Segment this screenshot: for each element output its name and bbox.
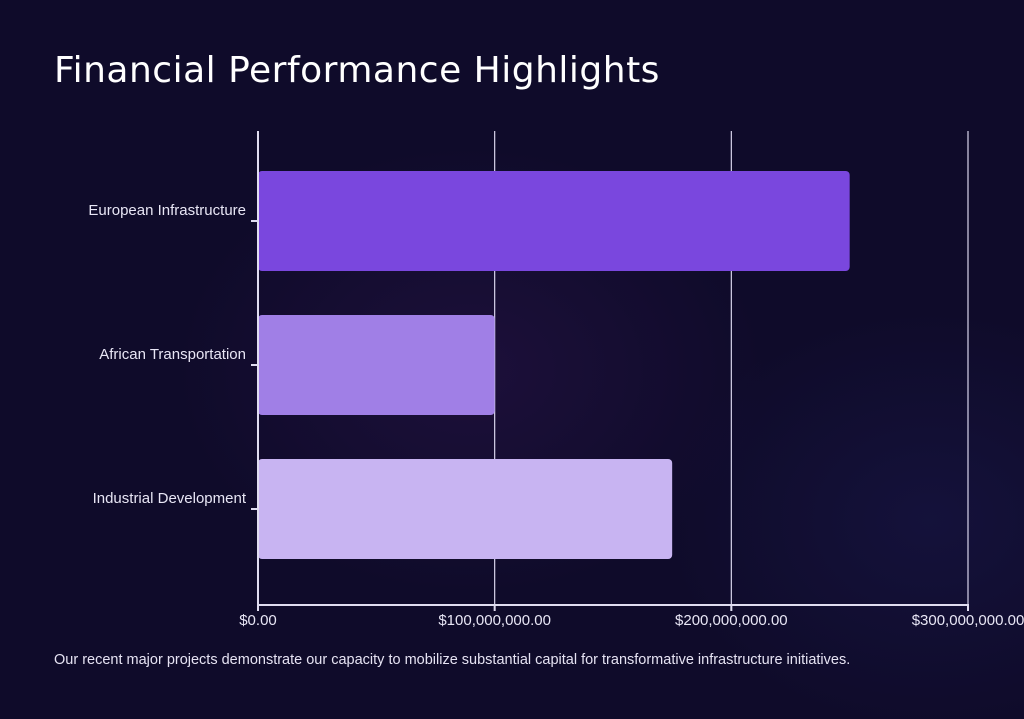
bar xyxy=(258,171,850,271)
bar xyxy=(258,459,673,559)
x-tick-label: $200,000,000.00 xyxy=(675,612,788,629)
chart-caption: Our recent major projects demonstrate ou… xyxy=(54,652,851,668)
axes xyxy=(251,131,969,611)
axis-labels: $0.00 $100,000,000.00 $200,000,000.00 $300,… xyxy=(88,202,1024,629)
bar xyxy=(258,315,495,415)
chart-title: Financial Performance Highlights xyxy=(54,50,660,91)
y-category-label: Industrial Development xyxy=(93,490,247,507)
y-category-label: European Infrastructure xyxy=(88,202,246,219)
bars xyxy=(258,171,850,559)
x-tick-label: $0.00 xyxy=(239,612,277,629)
y-category-label: African Transportation xyxy=(99,346,246,363)
bar-chart: $0.00 $100,000,000.00 $200,000,000.00 $300,… xyxy=(88,131,1024,629)
x-tick-label: $100,000,000.00 xyxy=(438,612,551,629)
x-tick-label: $300,000,000.00 xyxy=(912,612,1024,629)
